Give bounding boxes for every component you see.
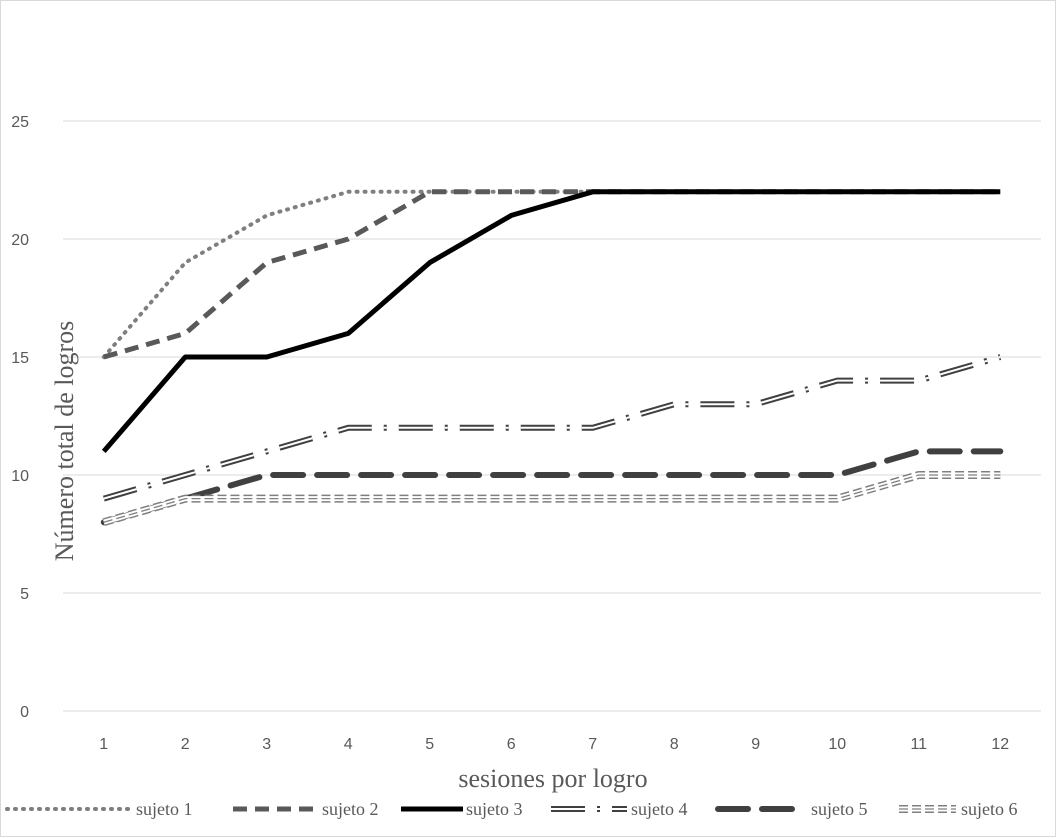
y-tick-labels: 0 5 10 15 20 25 bbox=[11, 114, 29, 721]
y-axis-title: Número total de logros bbox=[50, 321, 79, 561]
series-3-line bbox=[101, 189, 1001, 454]
legend-entry-4: sujeto 4 bbox=[551, 799, 688, 819]
legend-entry-6: sujeto 6 bbox=[899, 799, 1018, 819]
series-5-line bbox=[100, 448, 1004, 526]
series-6 bbox=[102, 471, 1001, 527]
x-tick-label: 1 bbox=[99, 736, 108, 753]
legend-entry-1: sujeto 1 bbox=[5, 799, 193, 819]
legend-label: sujeto 1 bbox=[136, 799, 193, 819]
x-axis-title: sesiones por logro bbox=[458, 764, 647, 793]
x-tick-label: 5 bbox=[425, 736, 434, 753]
series-lines bbox=[100, 189, 1004, 527]
x-tick-label: 2 bbox=[181, 736, 190, 753]
series-2-line bbox=[103, 189, 1001, 360]
x-tick-label: 10 bbox=[828, 736, 846, 753]
x-tick-label: 6 bbox=[507, 736, 516, 753]
y-tick-label: 5 bbox=[20, 586, 29, 603]
series-5 bbox=[100, 448, 1004, 526]
legend-entry-2: sujeto 2 bbox=[233, 799, 379, 819]
legend-entry-3: sujeto 3 bbox=[401, 799, 523, 819]
y-tick-label: 20 bbox=[11, 232, 29, 249]
legend-label: sujeto 6 bbox=[961, 799, 1018, 819]
y-tick-label: 25 bbox=[11, 114, 29, 131]
y-tick-label: 10 bbox=[11, 468, 29, 485]
legend-label: sujeto 2 bbox=[322, 799, 379, 819]
series-1-line bbox=[101, 189, 1003, 359]
x-tick-label: 12 bbox=[991, 736, 1009, 753]
series-3 bbox=[101, 189, 1001, 454]
gridlines bbox=[63, 120, 1041, 712]
y-tick-label: 0 bbox=[20, 704, 29, 721]
x-tick-label: 3 bbox=[262, 736, 271, 753]
series-4 bbox=[102, 354, 1002, 502]
legend-label: sujeto 5 bbox=[811, 799, 868, 819]
series-4-line-inner bbox=[103, 356, 1001, 500]
series-2 bbox=[103, 189, 1001, 360]
legend: sujeto 1 sujeto 2 sujeto 3 sujeto 4 sujeto 5… bbox=[5, 799, 1018, 819]
series-6-line-gap-outer bbox=[103, 472, 1001, 525]
x-tick-label: 11 bbox=[910, 736, 927, 753]
legend-label: sujeto 3 bbox=[466, 799, 523, 819]
y-tick-label: 15 bbox=[11, 350, 29, 367]
x-tick-label: 4 bbox=[344, 736, 353, 753]
legend-entry-5: sujeto 5 bbox=[715, 799, 868, 819]
x-tick-label: 9 bbox=[751, 736, 760, 753]
legend-label: sujeto 4 bbox=[631, 799, 688, 819]
x-tick-label: 7 bbox=[588, 736, 597, 753]
x-tick-label: 8 bbox=[670, 736, 679, 753]
series-1 bbox=[101, 189, 1003, 359]
x-tick-labels: 1 2 3 4 5 6 7 8 9 10 11 12 bbox=[99, 736, 1009, 753]
